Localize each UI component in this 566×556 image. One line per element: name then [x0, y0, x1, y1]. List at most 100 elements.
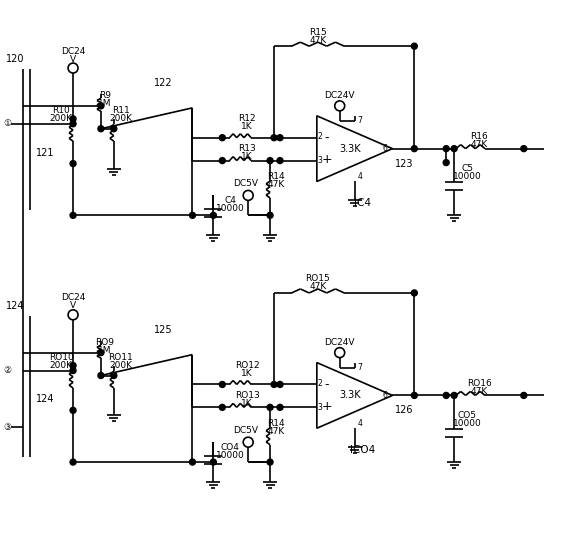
Text: R15: R15 [309, 28, 327, 37]
Circle shape [521, 146, 527, 152]
Text: 125: 125 [155, 325, 173, 335]
Circle shape [443, 393, 449, 399]
Text: RO11: RO11 [109, 353, 133, 362]
Circle shape [451, 393, 457, 399]
Text: DC24: DC24 [61, 47, 85, 56]
Text: 124: 124 [6, 301, 24, 311]
Text: 200K: 200K [109, 361, 132, 370]
Text: R10: R10 [52, 106, 70, 115]
Text: DC24V: DC24V [324, 91, 355, 101]
Circle shape [277, 381, 283, 388]
Text: 4: 4 [357, 172, 362, 181]
Text: RO10: RO10 [49, 353, 74, 362]
Text: 10000: 10000 [453, 172, 482, 181]
Text: 10000: 10000 [216, 450, 245, 460]
Text: 2: 2 [318, 132, 322, 141]
Circle shape [111, 126, 117, 132]
Circle shape [70, 363, 76, 369]
Text: 126: 126 [395, 405, 414, 415]
Text: 121: 121 [36, 148, 54, 158]
Text: R9: R9 [99, 91, 111, 101]
Circle shape [411, 43, 417, 49]
Text: ①: ① [3, 120, 11, 128]
Text: RO12: RO12 [235, 361, 259, 370]
Circle shape [98, 350, 104, 356]
Circle shape [70, 368, 76, 374]
Circle shape [219, 157, 225, 163]
Circle shape [219, 135, 225, 141]
Circle shape [98, 373, 104, 379]
Text: V: V [70, 54, 76, 63]
Text: 47K: 47K [267, 180, 285, 189]
Circle shape [111, 373, 117, 379]
Text: C4: C4 [224, 196, 236, 205]
Text: -: - [324, 131, 329, 144]
Text: 1K: 1K [241, 152, 253, 161]
Circle shape [70, 212, 76, 219]
Text: 47K: 47K [470, 387, 488, 396]
Text: ②: ② [3, 366, 11, 375]
Text: -: - [324, 378, 329, 391]
Text: 7: 7 [357, 363, 362, 372]
Circle shape [70, 408, 76, 413]
Text: 3: 3 [318, 403, 322, 412]
Text: +: + [321, 400, 332, 413]
Circle shape [267, 212, 273, 219]
Text: 1K: 1K [241, 399, 253, 408]
Text: CO5: CO5 [457, 411, 477, 420]
Circle shape [267, 404, 273, 410]
Text: ③: ③ [3, 423, 11, 432]
Text: R13: R13 [238, 144, 256, 153]
Text: 3.3K: 3.3K [339, 143, 361, 153]
Text: 1K: 1K [241, 122, 253, 131]
Text: ICO4: ICO4 [350, 445, 375, 455]
Circle shape [411, 393, 417, 399]
Text: R12: R12 [238, 115, 256, 123]
Text: RO15: RO15 [306, 275, 330, 284]
Circle shape [443, 146, 449, 152]
Circle shape [70, 121, 76, 127]
Text: 47K: 47K [309, 36, 327, 44]
Text: 124: 124 [36, 394, 54, 404]
Circle shape [70, 161, 76, 167]
Text: 4: 4 [357, 419, 362, 428]
Text: R16: R16 [470, 132, 488, 141]
Text: 1K: 1K [241, 369, 253, 378]
Text: 123: 123 [395, 158, 414, 168]
Text: DC5V: DC5V [233, 426, 258, 435]
Text: DC5V: DC5V [233, 179, 258, 188]
Circle shape [451, 146, 457, 152]
Text: R14: R14 [267, 419, 285, 428]
Circle shape [70, 116, 76, 122]
Text: 120: 120 [6, 54, 24, 64]
Text: 200K: 200K [50, 361, 72, 370]
Text: RO9: RO9 [96, 338, 114, 347]
Text: 6: 6 [382, 391, 387, 400]
Circle shape [271, 381, 277, 388]
Text: V: V [70, 301, 76, 310]
Text: RO13: RO13 [235, 391, 260, 400]
Text: C5: C5 [461, 164, 473, 173]
Circle shape [98, 103, 104, 109]
Circle shape [443, 160, 449, 166]
Text: 200K: 200K [109, 115, 132, 123]
Circle shape [271, 135, 277, 141]
Text: DC24V: DC24V [324, 338, 355, 347]
Text: 1M: 1M [98, 346, 112, 355]
Text: 10000: 10000 [453, 419, 482, 428]
Text: 200K: 200K [50, 115, 72, 123]
Circle shape [277, 157, 283, 163]
Text: 47K: 47K [470, 140, 488, 149]
Circle shape [267, 459, 273, 465]
Text: DC24: DC24 [61, 294, 85, 302]
Text: 3: 3 [318, 156, 322, 165]
Circle shape [190, 212, 195, 219]
Circle shape [277, 135, 283, 141]
Circle shape [219, 404, 225, 410]
Text: 1M: 1M [98, 100, 112, 108]
Text: R14: R14 [267, 172, 285, 181]
Text: 3.3K: 3.3K [339, 390, 361, 400]
Circle shape [411, 146, 417, 152]
Circle shape [277, 404, 283, 410]
Circle shape [411, 290, 417, 296]
